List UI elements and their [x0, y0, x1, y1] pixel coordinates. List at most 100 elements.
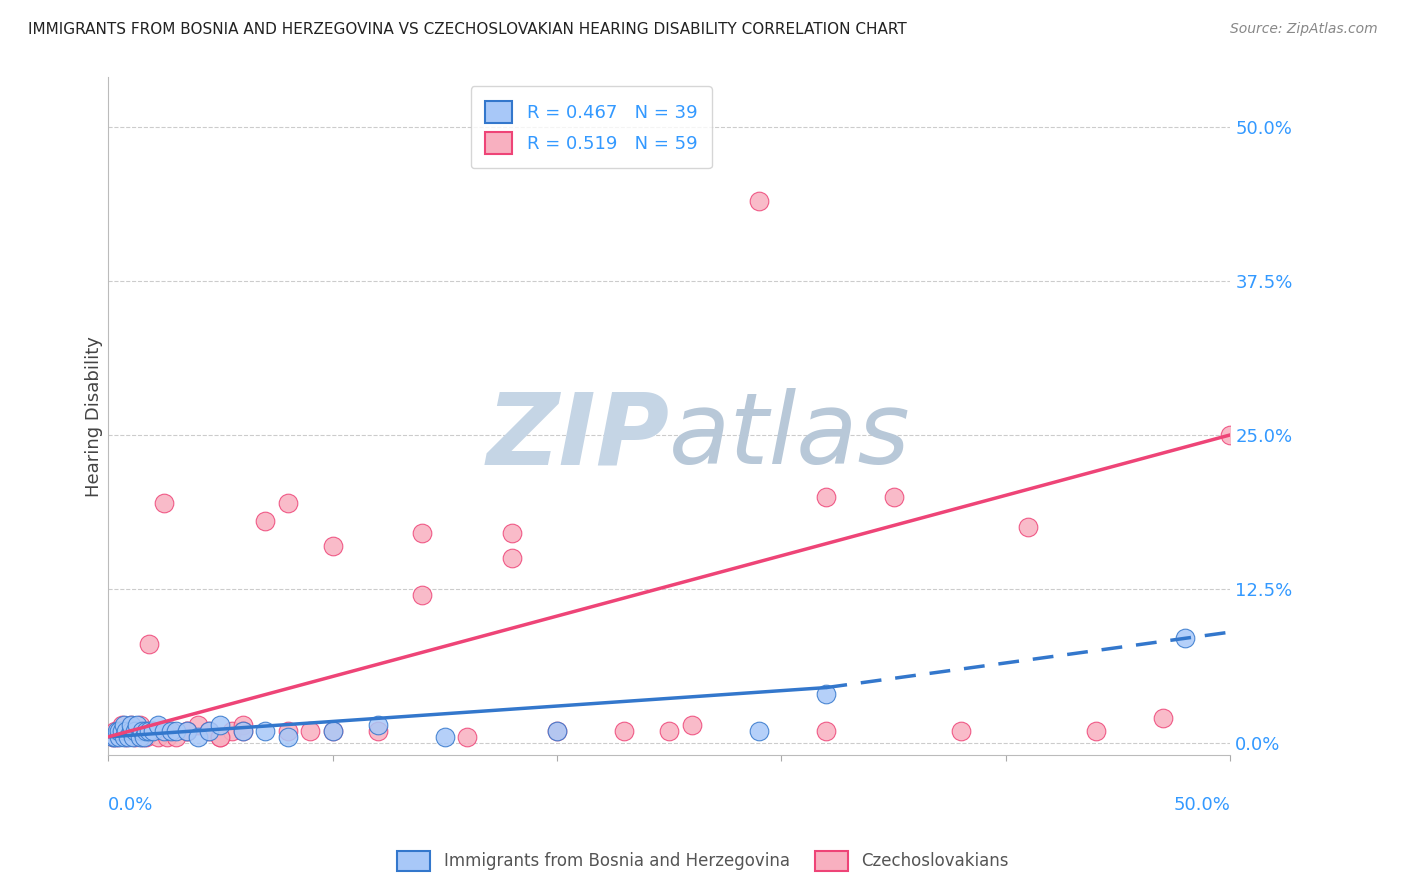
Point [433, 730, 456, 744]
Point [456, 730, 478, 744]
Point [153, 723, 176, 738]
Point [131, 723, 153, 738]
Point [187, 730, 209, 744]
Point [117, 723, 139, 738]
Point [209, 730, 232, 744]
Point [1017, 520, 1039, 534]
Point [104, 723, 127, 738]
Point [1084, 723, 1107, 738]
Point [101, 730, 124, 744]
Point [883, 490, 905, 504]
Point [299, 723, 322, 738]
Text: IMMIGRANTS FROM BOSNIA AND HERZEGOVINA VS CZECHOSLOVAKIAN HEARING DISABILITY COR: IMMIGRANTS FROM BOSNIA AND HERZEGOVINA V… [28, 22, 907, 37]
Point [105, 730, 128, 744]
Point [131, 730, 153, 744]
Point [366, 723, 388, 738]
Point [546, 723, 568, 738]
Point [277, 496, 299, 510]
Point [254, 723, 277, 738]
Point [198, 723, 221, 738]
Point [132, 730, 155, 744]
Point [146, 730, 169, 744]
Point [658, 723, 681, 738]
Point [209, 717, 232, 731]
Point [322, 723, 344, 738]
Point [815, 723, 838, 738]
Point [176, 723, 198, 738]
Point [613, 723, 636, 738]
Point [198, 723, 221, 738]
Point [138, 637, 160, 651]
Point [105, 723, 128, 738]
Point [277, 730, 299, 744]
Point [142, 723, 165, 738]
Point [1219, 428, 1241, 442]
Point [111, 723, 134, 738]
Point [165, 723, 187, 738]
Point [138, 723, 160, 738]
Text: atlas: atlas [669, 388, 911, 485]
Point [128, 717, 150, 731]
Point [150, 723, 173, 738]
Point [748, 723, 770, 738]
Point [117, 730, 139, 744]
Point [108, 723, 131, 738]
Point [748, 194, 770, 208]
Point [120, 717, 142, 731]
Point [160, 723, 183, 738]
Point [232, 717, 254, 731]
Point [155, 730, 177, 744]
Point [176, 723, 198, 738]
Point [120, 717, 142, 731]
Point [112, 723, 135, 738]
Point [232, 723, 254, 738]
Point [104, 730, 127, 744]
Point [112, 717, 135, 731]
Point [101, 730, 124, 744]
Point [411, 526, 433, 541]
Text: Source: ZipAtlas.com: Source: ZipAtlas.com [1230, 22, 1378, 37]
Text: ZIP: ZIP [486, 388, 669, 485]
Point [815, 490, 838, 504]
Point [681, 717, 703, 731]
Point [277, 723, 299, 738]
Legend: R = 0.467   N = 39, R = 0.519   N = 59: R = 0.467 N = 39, R = 0.519 N = 59 [471, 87, 711, 169]
Point [815, 687, 838, 701]
Point [124, 723, 146, 738]
Point [120, 723, 142, 738]
Text: 0.0%: 0.0% [108, 796, 153, 814]
Point [132, 723, 155, 738]
Point [366, 717, 388, 731]
Point [135, 723, 157, 738]
Point [176, 723, 198, 738]
Point [187, 717, 209, 731]
Point [322, 723, 344, 738]
Point [112, 730, 135, 744]
Legend: Immigrants from Bosnia and Herzegovina, Czechoslovakians: Immigrants from Bosnia and Herzegovina, … [388, 842, 1018, 880]
Point [135, 730, 157, 744]
Y-axis label: Hearing Disability: Hearing Disability [86, 336, 103, 497]
Point [153, 496, 176, 510]
Point [411, 588, 433, 602]
Point [546, 723, 568, 738]
Point [124, 730, 146, 744]
Point [127, 723, 149, 738]
Point [128, 730, 150, 744]
Point [142, 723, 165, 738]
Point [322, 539, 344, 553]
Point [160, 723, 183, 738]
Point [146, 717, 169, 731]
Point [108, 723, 131, 738]
Point [111, 717, 134, 731]
Point [165, 730, 187, 744]
Point [122, 730, 145, 744]
Point [1174, 632, 1197, 646]
Point [950, 723, 973, 738]
Point [108, 730, 131, 744]
Point [115, 730, 138, 744]
Point [139, 723, 162, 738]
Point [1152, 711, 1174, 725]
Point [221, 723, 243, 738]
Point [122, 723, 145, 738]
Point [209, 730, 232, 744]
